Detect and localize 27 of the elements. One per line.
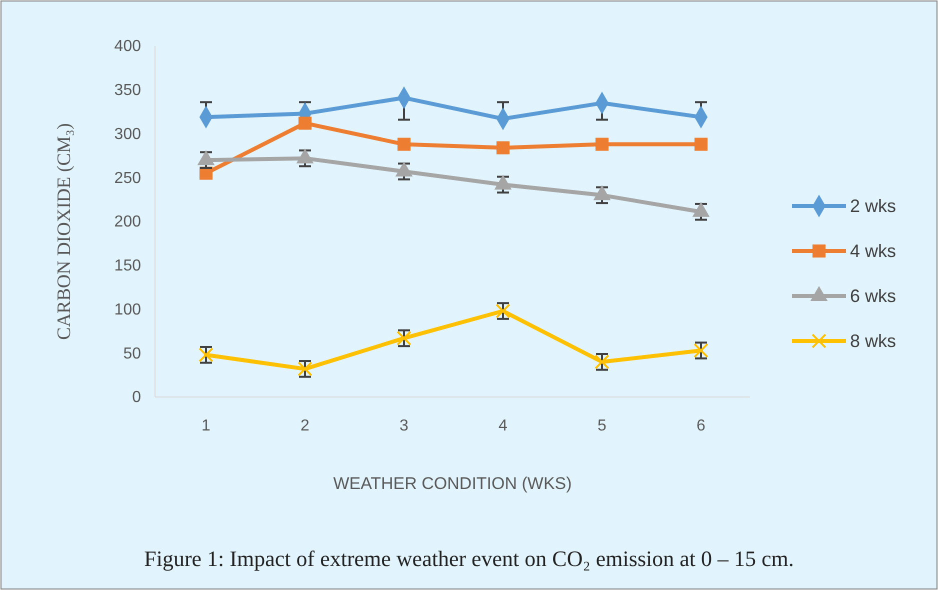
point (496, 141, 510, 154)
point (595, 138, 609, 151)
point (298, 116, 312, 130)
x-tick-label: 3 (400, 417, 409, 434)
y-tick-label: 100 (114, 301, 142, 318)
y-tick-label: 350 (114, 82, 142, 99)
y-tick-label: 200 (114, 214, 142, 231)
x-tick-label: 6 (696, 417, 706, 434)
y-tick-label: 150 (114, 257, 142, 274)
y-tick-label: 0 (132, 389, 142, 406)
x-tick-label: 2 (300, 417, 310, 434)
y-tick-label: 250 (114, 170, 142, 187)
y-tick-label: 50 (123, 345, 142, 362)
text: Figure 1: Impact of extreme weather event on CO₂ emission at 0 – 15 cm. (144, 546, 794, 571)
x-tick-label: 4 (498, 417, 508, 434)
legend-label: 2 wks (850, 196, 896, 216)
x-tick-label: 1 (202, 417, 211, 434)
legend-label: 8 wks (850, 331, 896, 351)
legend-label: 6 wks (850, 286, 896, 306)
legend-label: 4 wks (850, 241, 896, 261)
y-tick-label: 300 (114, 126, 142, 143)
point (694, 138, 708, 151)
x-axis-title: WEATHER CONDITION (WKS) (333, 474, 572, 493)
y-axis-title: CARBON DIOXIDE (CM₃) (54, 123, 75, 340)
point (397, 138, 411, 151)
x-tick-label: 5 (598, 417, 607, 434)
y-tick-label: 400 (114, 38, 142, 56)
